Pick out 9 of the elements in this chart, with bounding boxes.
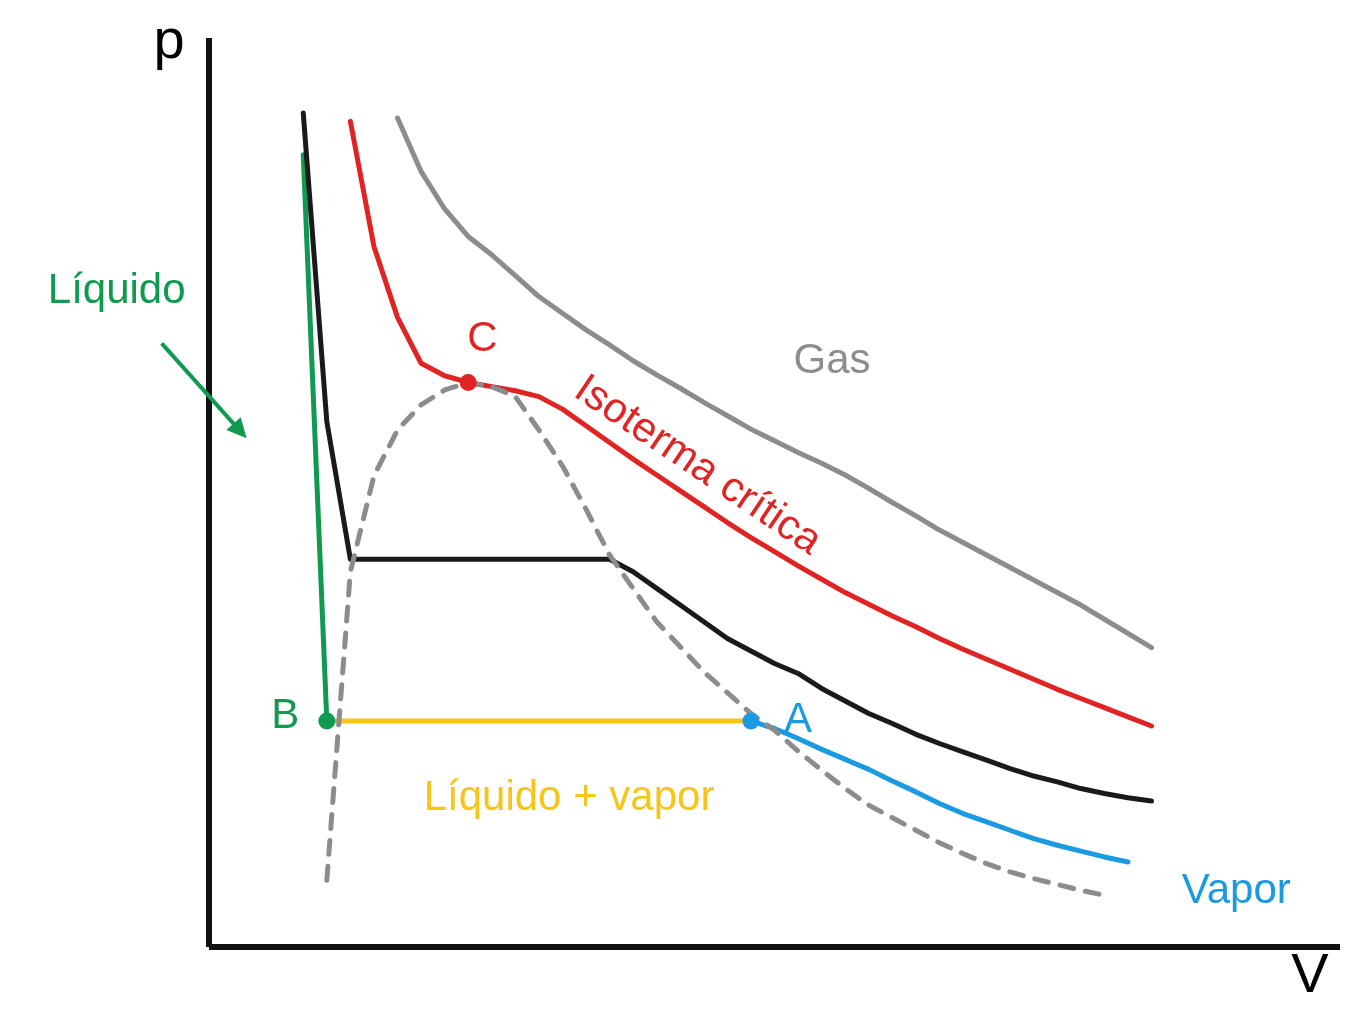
annotation: B bbox=[271, 690, 300, 737]
annotation: A bbox=[784, 694, 813, 742]
y-axis-title: p bbox=[153, 7, 185, 70]
text: Líquido bbox=[47, 264, 186, 312]
x-axis-title: V bbox=[1291, 941, 1330, 1004]
annotation: Gas bbox=[793, 334, 871, 382]
annotation: Líquido + vapor bbox=[423, 771, 715, 819]
text: Vapor bbox=[1181, 865, 1291, 913]
annotation: C bbox=[467, 313, 498, 361]
